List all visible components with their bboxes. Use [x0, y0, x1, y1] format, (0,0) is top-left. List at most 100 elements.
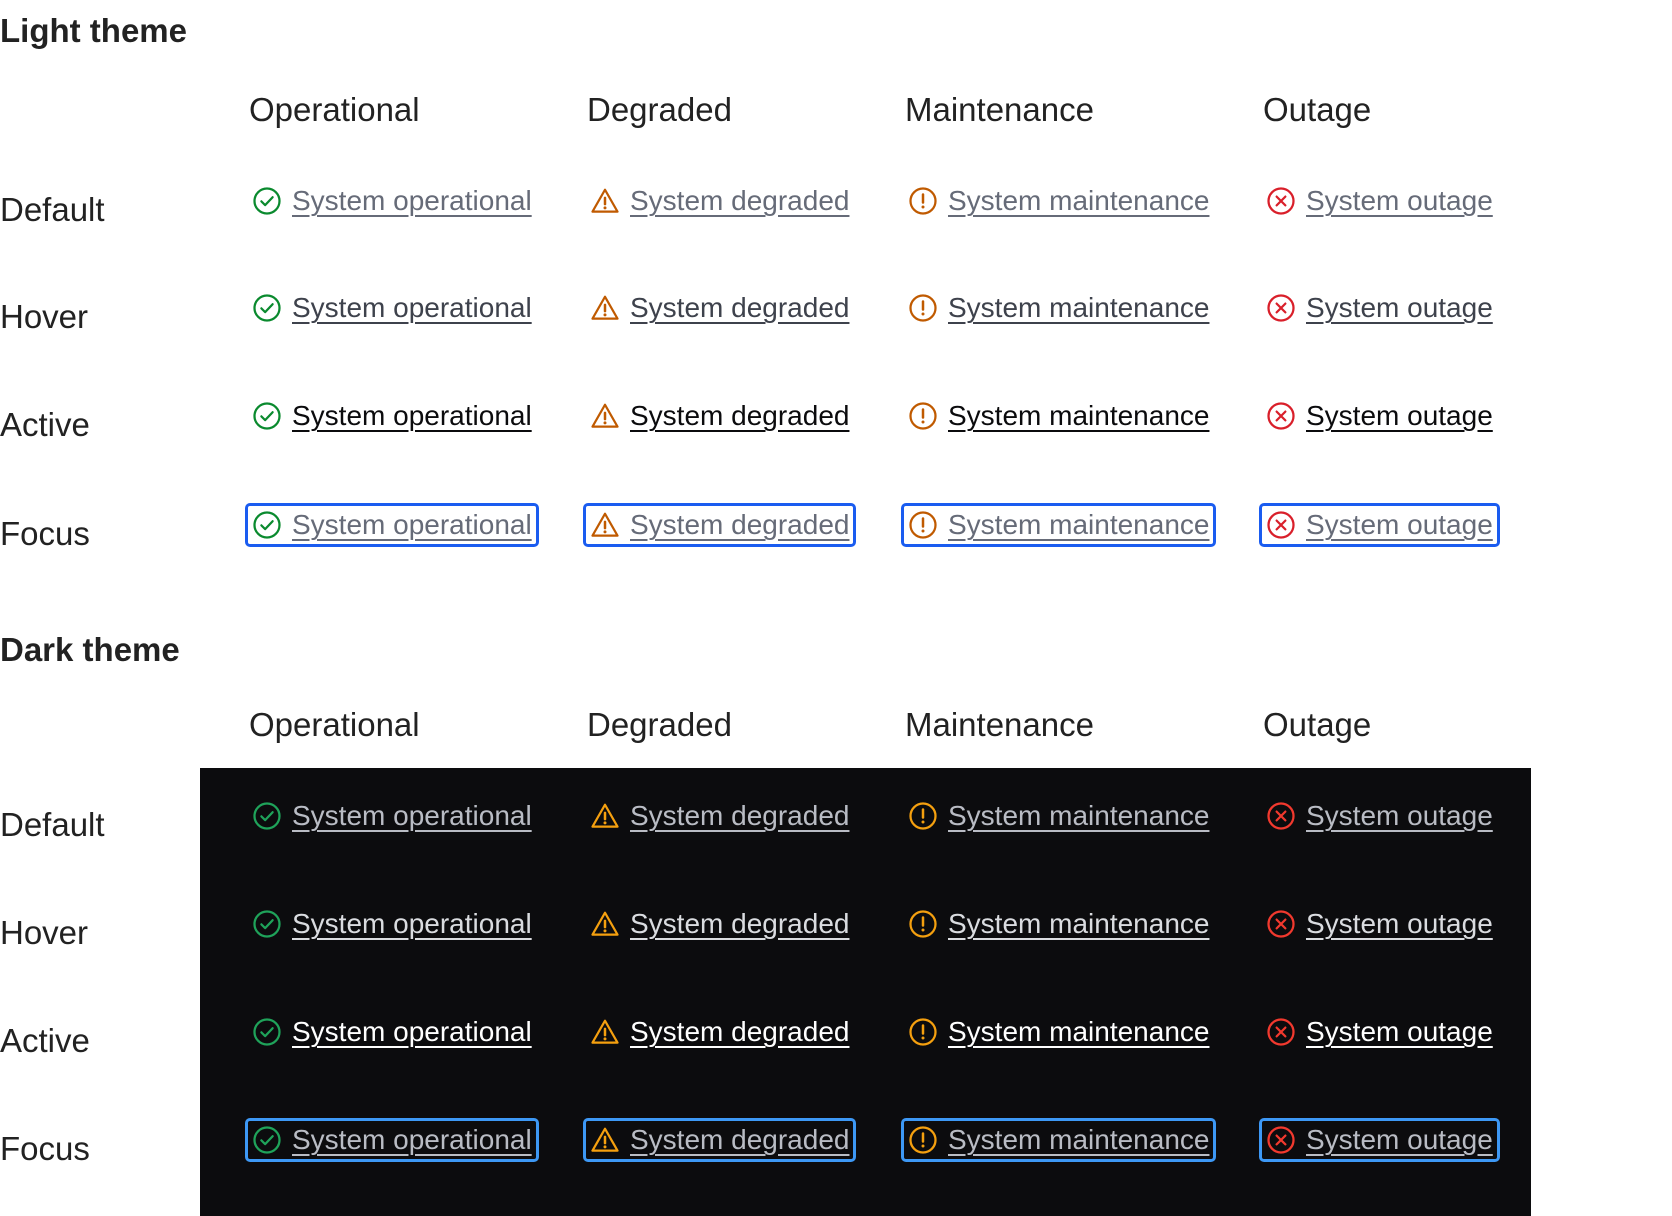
warning-triangle-icon — [591, 403, 619, 428]
link-label: System outage — [1306, 292, 1493, 323]
link-label: System maintenance — [948, 908, 1210, 939]
link-label: System degraded — [630, 185, 850, 216]
light-hover-operational-link[interactable]: System operational — [245, 286, 539, 330]
dark-focus-operational-link[interactable]: System operational — [245, 1118, 539, 1162]
dark-hover-degraded-link[interactable]: System degraded — [583, 902, 856, 946]
dark-focus-degraded-link[interactable]: System degraded — [583, 1118, 857, 1162]
exclamation-circle-icon — [909, 511, 937, 539]
dark-default-maintenance-link[interactable]: System maintenance — [901, 794, 1216, 838]
row-label-default: Default — [0, 806, 105, 843]
row-label-focus: Focus — [0, 515, 90, 552]
row-label-active: Active — [0, 1022, 90, 1059]
light-default-degraded-link[interactable]: System degraded — [583, 179, 856, 223]
check-circle-icon — [253, 1126, 281, 1154]
light-active-degraded-link[interactable]: System degraded — [583, 394, 856, 438]
warning-triangle-icon — [591, 1019, 619, 1044]
dark-active-operational-link[interactable]: System operational — [245, 1010, 539, 1054]
row-label-hover: Hover — [0, 914, 89, 951]
light-default-operational-link[interactable]: System operational — [245, 179, 539, 223]
check-circle-icon — [253, 802, 281, 830]
link-label: System outage — [1306, 1016, 1493, 1047]
exclamation-circle-icon — [909, 802, 937, 830]
column-header-operational: Operational — [249, 91, 420, 128]
dark-default-degraded-link[interactable]: System degraded — [583, 794, 856, 838]
light-focus-maintenance-link[interactable]: System maintenance — [901, 503, 1217, 547]
check-circle-icon — [253, 294, 281, 322]
link-label: System operational — [292, 1016, 532, 1047]
warning-triangle-icon — [591, 512, 619, 537]
dark-hover-maintenance-link[interactable]: System maintenance — [901, 902, 1216, 946]
link-label: System maintenance — [948, 185, 1210, 216]
exclamation-circle-icon — [909, 402, 937, 430]
light-focus-operational-link[interactable]: System operational — [245, 503, 539, 547]
light-active-outage-link[interactable]: System outage — [1259, 394, 1500, 438]
x-circle-icon — [1267, 1126, 1295, 1154]
warning-triangle-icon — [591, 911, 619, 936]
row-label-hover: Hover — [0, 298, 89, 335]
column-header-outage: Outage — [1263, 91, 1372, 128]
link-label: System outage — [1306, 800, 1493, 831]
warning-triangle-icon — [591, 1127, 619, 1152]
link-label: System degraded — [630, 908, 850, 939]
link-label: System degraded — [630, 509, 850, 540]
light-active-maintenance-link[interactable]: System maintenance — [901, 394, 1216, 438]
check-circle-icon — [253, 910, 281, 938]
dark-hover-outage-link[interactable]: System outage — [1259, 902, 1500, 946]
x-circle-icon — [1267, 1018, 1295, 1046]
link-label: System outage — [1306, 185, 1493, 216]
link-label: System maintenance — [948, 292, 1210, 323]
dark-focus-maintenance-link[interactable]: System maintenance — [901, 1118, 1217, 1162]
link-label: System outage — [1306, 400, 1493, 431]
link-label: System outage — [1306, 908, 1493, 939]
link-label: System degraded — [630, 400, 850, 431]
light-focus-outage-link[interactable]: System outage — [1259, 503, 1500, 547]
exclamation-circle-icon — [909, 1018, 937, 1046]
link-label: System outage — [1306, 1124, 1493, 1155]
link-label: System maintenance — [948, 400, 1210, 431]
light-default-maintenance-link[interactable]: System maintenance — [901, 179, 1216, 223]
link-label: System maintenance — [948, 800, 1210, 831]
link-label: System operational — [292, 292, 532, 323]
check-circle-icon — [253, 1018, 281, 1046]
link-label: System degraded — [630, 1124, 850, 1155]
warning-triangle-icon — [591, 188, 619, 213]
light-hover-outage-link[interactable]: System outage — [1259, 286, 1500, 330]
dark-default-operational-link[interactable]: System operational — [245, 794, 539, 838]
dark-default-outage-link[interactable]: System outage — [1259, 794, 1500, 838]
x-circle-icon — [1267, 187, 1295, 215]
dark-active-degraded-link[interactable]: System degraded — [583, 1010, 856, 1054]
x-circle-icon — [1267, 294, 1295, 322]
link-label: System degraded — [630, 292, 850, 323]
dark-theme-panel — [200, 768, 1531, 1216]
column-header-degraded: Degraded — [587, 706, 732, 743]
x-circle-icon — [1267, 511, 1295, 539]
x-circle-icon — [1267, 910, 1295, 938]
link-label: System operational — [292, 185, 532, 216]
row-label-active: Active — [0, 406, 90, 443]
light-focus-degraded-link[interactable]: System degraded — [583, 503, 857, 547]
dark-theme-heading: Dark theme — [0, 631, 180, 668]
light-default-outage-link[interactable]: System outage — [1259, 179, 1500, 223]
exclamation-circle-icon — [909, 1126, 937, 1154]
dark-active-maintenance-link[interactable]: System maintenance — [901, 1010, 1216, 1054]
link-label: System operational — [292, 400, 532, 431]
link-label: System maintenance — [948, 509, 1210, 540]
check-circle-icon — [253, 187, 281, 215]
light-hover-degraded-link[interactable]: System degraded — [583, 286, 856, 330]
row-label-default: Default — [0, 191, 105, 228]
link-label: System maintenance — [948, 1016, 1210, 1047]
column-header-maintenance: Maintenance — [905, 706, 1094, 743]
exclamation-circle-icon — [909, 187, 937, 215]
link-label: System operational — [292, 908, 532, 939]
dark-hover-operational-link[interactable]: System operational — [245, 902, 539, 946]
row-label-focus: Focus — [0, 1130, 90, 1167]
link-label: System operational — [292, 1124, 532, 1155]
check-circle-icon — [253, 402, 281, 430]
dark-active-outage-link[interactable]: System outage — [1259, 1010, 1500, 1054]
light-hover-maintenance-link[interactable]: System maintenance — [901, 286, 1216, 330]
warning-triangle-icon — [591, 803, 619, 828]
warning-triangle-icon — [591, 295, 619, 320]
light-active-operational-link[interactable]: System operational — [245, 394, 539, 438]
column-header-outage: Outage — [1263, 706, 1372, 743]
dark-focus-outage-link[interactable]: System outage — [1259, 1118, 1500, 1162]
